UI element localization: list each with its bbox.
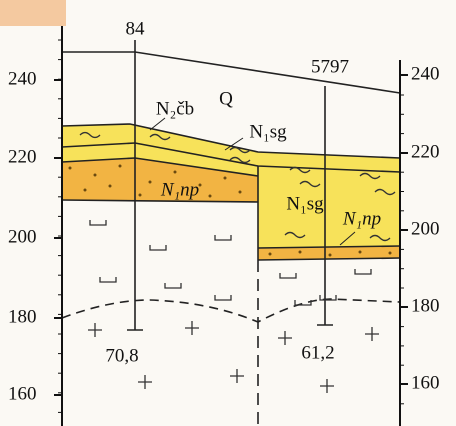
axis-label: 220 bbox=[411, 141, 440, 162]
dot bbox=[69, 167, 72, 170]
dot bbox=[329, 254, 332, 257]
dot bbox=[139, 194, 142, 197]
corner-patch bbox=[0, 0, 66, 26]
dot bbox=[239, 191, 242, 194]
borehole-label: 84 bbox=[126, 18, 146, 39]
dot bbox=[209, 195, 212, 198]
borehole-depth: 70,8 bbox=[105, 345, 138, 366]
dot bbox=[84, 189, 87, 192]
dot bbox=[149, 181, 152, 184]
dot bbox=[119, 165, 122, 168]
layer-label: Q bbox=[219, 88, 233, 109]
axis-label: 180 bbox=[8, 306, 37, 327]
axis-label: 240 bbox=[8, 68, 37, 89]
axis-label: 220 bbox=[8, 146, 37, 167]
dot bbox=[94, 174, 97, 177]
dot bbox=[299, 251, 302, 254]
axis-label: 240 bbox=[411, 63, 440, 84]
dot bbox=[359, 251, 362, 254]
layer-label: N₁sg bbox=[286, 193, 324, 214]
axis-label: 200 bbox=[411, 218, 440, 239]
layer-label: N₁np bbox=[342, 208, 381, 229]
axis-label: 160 bbox=[8, 383, 37, 404]
geologic-section: 84 5797 70,8 61,2 Q N₂čb N₁sg N₁np N₁sg … bbox=[0, 0, 456, 426]
dot bbox=[174, 171, 177, 174]
borehole-depth: 61,2 bbox=[301, 342, 334, 363]
layer-label: N₁sg bbox=[249, 121, 287, 142]
axis-label: 160 bbox=[411, 372, 440, 393]
axis-label: 200 bbox=[8, 226, 37, 247]
dot bbox=[109, 185, 112, 188]
dot bbox=[389, 252, 392, 255]
layer-label: N₂čb bbox=[156, 98, 194, 119]
dot bbox=[269, 253, 272, 256]
borehole-label: 5797 bbox=[311, 56, 349, 77]
axis-label: 180 bbox=[411, 295, 440, 316]
dot bbox=[224, 177, 227, 180]
layer-label: N₁np bbox=[160, 179, 199, 200]
